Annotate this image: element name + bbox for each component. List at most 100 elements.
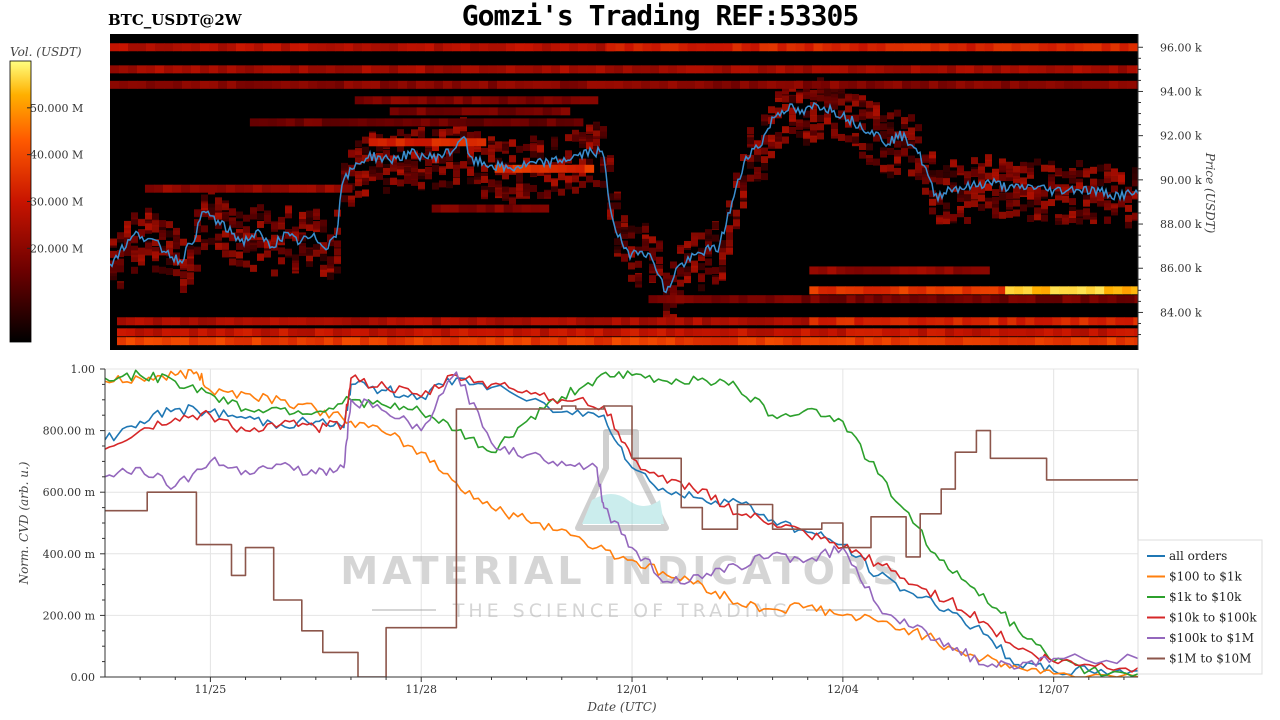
heatmap-cell — [320, 254, 327, 262]
heatmap-cell — [432, 164, 439, 172]
heatmap-band-cell — [416, 43, 426, 52]
heatmap-band-cell — [818, 337, 829, 346]
heatmap-cell — [145, 248, 152, 256]
heatmap-cell — [873, 123, 880, 131]
heatmap-cell — [1020, 166, 1027, 174]
heatmap-band-cell — [1037, 65, 1047, 74]
heatmap-band-cell — [719, 337, 730, 346]
heatmap-cell — [621, 227, 628, 235]
heatmap-cell — [264, 250, 271, 258]
heatmap-cell — [110, 263, 117, 271]
heatmap-band-cell — [947, 65, 957, 74]
heatmap-cell — [929, 175, 936, 183]
x-tick-label: 12/01 — [616, 683, 648, 696]
heatmap-band-cell — [999, 295, 1009, 304]
heatmap-band-cell — [692, 337, 703, 346]
heatmap-cell — [726, 225, 733, 233]
heatmap-band-cell — [683, 317, 694, 326]
heatmap-cell — [152, 251, 159, 259]
heatmap-band-cell — [926, 317, 936, 326]
heatmap-cell — [369, 133, 376, 141]
heatmap-band-cell — [831, 43, 842, 52]
heatmap-cell — [999, 174, 1006, 182]
heatmap-band-cell — [998, 328, 1009, 337]
heatmap-cell — [810, 93, 817, 101]
heatmap-band-cell — [353, 43, 363, 52]
heatmap-band-cell — [1026, 295, 1036, 304]
heatmap-band-cell — [908, 317, 918, 326]
heatmap-band-cell — [119, 43, 129, 52]
heatmap-band-cell — [998, 317, 1008, 326]
heatmap-band-cell — [1133, 328, 1138, 337]
heatmap-cell — [719, 252, 726, 260]
heatmap-band-cell — [272, 80, 282, 89]
heatmap-band-cell — [1025, 317, 1035, 326]
heatmap-cell — [614, 246, 621, 254]
heatmap-band-cell — [1059, 286, 1069, 295]
heatmap-cell — [397, 168, 404, 176]
heatmap-band-cell — [494, 337, 505, 346]
heatmap-cell — [789, 114, 796, 122]
heatmap-band-cell — [719, 328, 730, 337]
heatmap-band-cell — [191, 80, 201, 89]
heatmap-band-cell — [479, 65, 489, 74]
heatmap-cell — [656, 256, 663, 264]
heatmap-cell — [901, 117, 908, 125]
heatmap-band-cell — [461, 65, 471, 74]
heatmap-cell — [173, 227, 180, 235]
heatmap-cell — [754, 140, 761, 148]
heatmap-band-cell — [584, 337, 595, 346]
heatmap-band-cell — [623, 65, 633, 74]
heatmap-band-cell — [714, 43, 725, 52]
heatmap-band-cell — [317, 65, 327, 74]
colorbar-tick-label: 20.000 M — [30, 242, 83, 255]
heatmap-band-cell — [1046, 65, 1056, 74]
legend: all orders$100 to $1k$1k to $10k$10k to … — [1137, 539, 1263, 675]
heatmap-band-cell — [225, 184, 236, 193]
heatmap-cell — [243, 240, 250, 248]
heatmap-cell — [173, 258, 180, 266]
heatmap-cell — [978, 166, 985, 174]
heatmap-cell — [579, 180, 586, 188]
heatmap-band-cell — [965, 80, 975, 89]
heatmap-band-cell — [209, 80, 219, 89]
heatmap-band-cell — [620, 317, 631, 326]
heatmap-cell — [292, 226, 299, 234]
heatmap-band-cell — [641, 80, 651, 89]
heatmap-band-cell — [305, 337, 316, 346]
heatmap-band-cell — [233, 317, 244, 326]
heatmap-cell — [446, 154, 453, 162]
heatmap-band-cell — [839, 80, 849, 89]
heatmap-band-cell — [506, 80, 516, 89]
heatmap-cell — [397, 162, 404, 170]
heatmap-band-cell — [512, 204, 523, 213]
heatmap-band-cell — [974, 80, 984, 89]
heatmap-band-cell — [966, 43, 977, 52]
heatmap-band-cell — [606, 43, 617, 52]
heatmap-band-cell — [305, 317, 316, 326]
heatmap-cell — [320, 246, 327, 254]
heatmap-band-cell — [1109, 65, 1119, 74]
heatmap-band-cell — [461, 107, 472, 116]
heatmap-band-cell — [620, 337, 631, 346]
heatmap-band-cell — [386, 138, 397, 147]
heatmap-cell — [922, 171, 929, 179]
heatmap-band-cell — [207, 184, 218, 193]
heatmap-cell — [250, 207, 257, 215]
heatmap-cell — [390, 160, 397, 168]
heatmap-cell — [201, 243, 208, 251]
heatmap-cell — [950, 159, 957, 167]
heatmap-band-cell — [303, 118, 314, 127]
heatmap-cell — [124, 244, 131, 252]
heatmap-cell — [649, 274, 656, 282]
heatmap-cell — [915, 162, 922, 170]
heatmap-cell — [124, 225, 131, 233]
heatmap-cell — [313, 209, 320, 217]
heatmap-cell — [579, 132, 586, 140]
heatmap-cell — [467, 177, 474, 185]
heatmap-band-cell — [1107, 295, 1117, 304]
heatmap-band-cell — [537, 118, 548, 127]
heatmap-band-cell — [656, 328, 667, 337]
heatmap-cell — [803, 91, 810, 99]
heatmap-band-cell — [830, 80, 840, 89]
